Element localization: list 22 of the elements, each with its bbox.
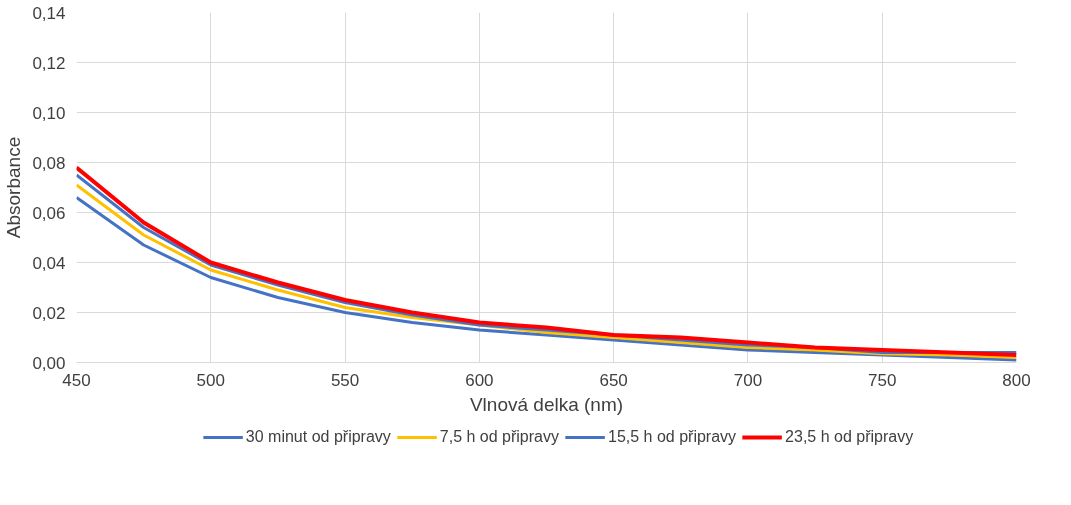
legend-label: 15,5 h od připravy [608,428,737,446]
y-tick-label: 0,10 [32,103,66,123]
x-tick-label: 750 [868,370,897,390]
x-tick-label: 450 [62,370,91,390]
y-tick-label: 0,00 [32,353,66,373]
y-tick-label: 0,04 [32,253,66,273]
y-tick-label: 0,08 [32,153,66,173]
y-axis-title: Absorbance [3,136,25,239]
y-tick-label: 0,02 [32,303,66,323]
x-tick-label: 700 [733,370,763,390]
y-tick-label: 0,12 [32,53,66,73]
legend-label: 23,5 h od připravy [785,428,914,446]
x-axis-title: Vlnová delka (nm) [469,393,624,415]
x-tick-label: 650 [599,370,628,390]
y-tick-label: 0,14 [32,3,66,23]
y-tick-label: 0,06 [32,203,66,223]
x-tick-label: 550 [330,370,360,390]
legend-label: 30 minut od připravy [245,428,391,446]
x-tick-label: 600 [465,370,494,390]
x-tick-label: 500 [196,370,225,390]
x-tick-label: 800 [1002,370,1031,390]
legend-label: 7,5 h od připravy [439,428,559,446]
